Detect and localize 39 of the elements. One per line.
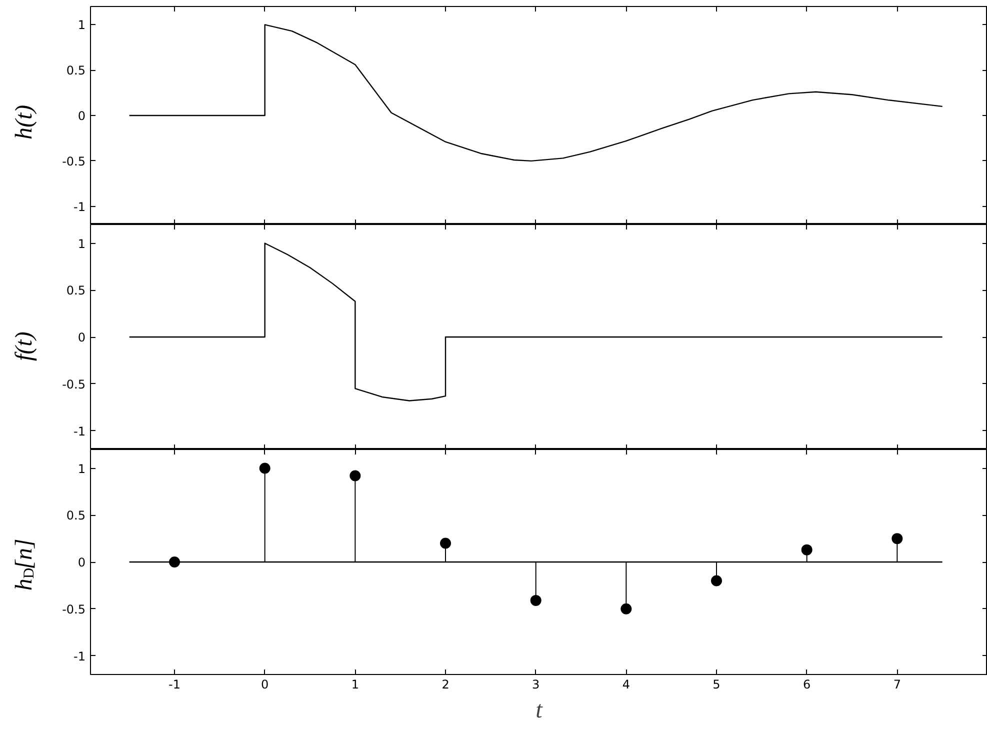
y-tick-label: 0 <box>78 556 86 570</box>
point <box>440 538 452 549</box>
x-tick-label: -1 <box>168 678 180 692</box>
x-tick-label: 5 <box>712 678 720 692</box>
x-tick-label: 0 <box>261 678 269 692</box>
y-tick-label: 1 <box>78 462 86 476</box>
point <box>801 544 812 556</box>
y-tick-label: -1 <box>74 424 86 438</box>
point <box>892 533 903 544</box>
point <box>259 462 270 474</box>
y-tick-label: -0.5 <box>62 377 86 392</box>
x-tick-label: 3 <box>532 678 540 692</box>
y-tick-label: 0 <box>78 330 86 344</box>
y-tick-label: -1 <box>74 200 86 214</box>
point <box>169 556 180 568</box>
y-tick-label: 0.5 <box>66 508 86 523</box>
x-tick-label: 7 <box>893 678 901 692</box>
point <box>711 575 722 586</box>
y-tick-label: 0 <box>78 109 86 123</box>
y-tick-label: -0.5 <box>62 154 86 168</box>
point <box>620 603 632 614</box>
y-axis-title: f(t) <box>12 332 38 361</box>
y-axis-title: h(t) <box>12 104 38 140</box>
x-tick-label: 6 <box>803 678 811 692</box>
x-tick-label: 1 <box>351 678 359 692</box>
y-tick-label: 1 <box>78 18 86 32</box>
y-tick-label: 0.5 <box>66 64 86 78</box>
x-tick-label: 2 <box>442 678 450 692</box>
x-tick-label: 4 <box>622 678 630 692</box>
y-tick-label: -1 <box>74 649 86 664</box>
x-axis-title: t <box>536 698 544 724</box>
y-tick-label: 0.5 <box>66 284 86 298</box>
line-series <box>128 242 943 402</box>
y-axis-title: hD[n] <box>12 538 38 591</box>
point <box>350 470 361 482</box>
point <box>530 594 542 606</box>
line-series <box>128 24 943 162</box>
y-tick-label: -0.5 <box>62 602 86 616</box>
y-tick-label: 1 <box>78 236 86 251</box>
